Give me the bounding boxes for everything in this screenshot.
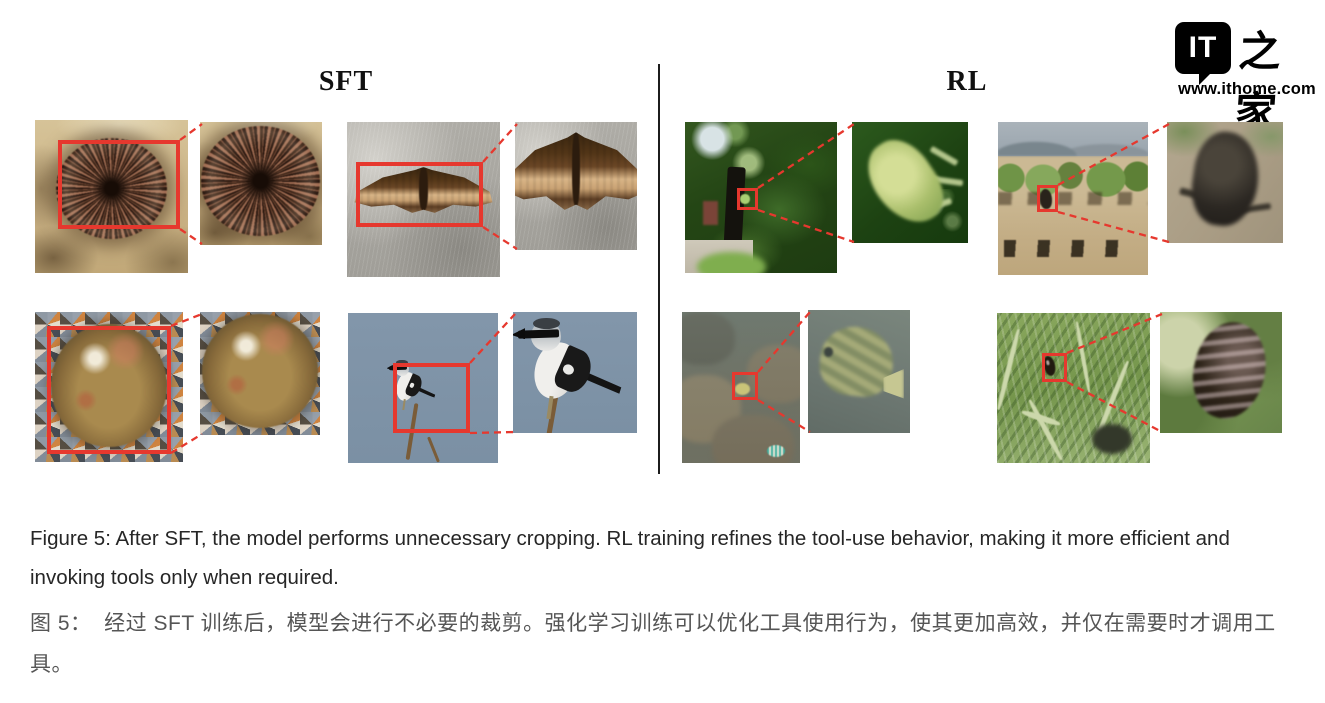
tiny-fish-dot: [735, 382, 751, 396]
rl-leaf-original-image: [685, 122, 837, 273]
twig-shape: [427, 436, 440, 463]
striped-fish-dot: [766, 444, 785, 457]
rl-insect-crop-image: [852, 122, 968, 243]
rl-fish-bounding-box: [732, 372, 758, 400]
sft-moth-original-image: [347, 122, 500, 277]
rl-column-title: RL: [946, 66, 988, 97]
figure-caption-zh-line2: 具。: [30, 653, 73, 676]
grass-blade: [1027, 398, 1064, 461]
grass-blade: [997, 328, 1021, 410]
blurry-bird-shape: [1186, 127, 1264, 231]
sft-bird-crop-image: [513, 312, 637, 433]
sft-column-title: SFT: [318, 66, 374, 97]
rl-beetle-crop-image: [1160, 312, 1282, 433]
dark-soil-patch: [1091, 424, 1132, 454]
shell-shape: [51, 324, 167, 447]
figure-caption-zh-line1: 图 5： 经过 SFT 训练后，模型会进行不必要的裁剪。强化学习训练可以优化工具…: [30, 612, 1276, 635]
grass-blade: [1074, 320, 1092, 393]
ground-shadow-band: [998, 192, 1148, 205]
rl-desert-bird-bounding-box: [1037, 185, 1058, 212]
sft-urchin-crop-image: [200, 122, 322, 245]
sft-shell-bounding-box: [47, 326, 171, 454]
speech-bubble-tail-icon: [1199, 72, 1212, 85]
insect-leg-shape: [929, 146, 959, 167]
fish-eye-dot: [824, 346, 834, 357]
sft-bird-bounding-box: [393, 363, 470, 433]
ithome-url-text: www.ithome.com: [1178, 80, 1316, 98]
blurry-beetle-shape: [1183, 314, 1276, 426]
sft-shell-original-image: [35, 312, 183, 462]
sft-urchin-bounding-box: [58, 140, 180, 229]
shrike-bird-shape: [513, 314, 624, 428]
moth-shape: [515, 132, 637, 210]
figure-caption-en-line2: invoking tools only when required.: [30, 566, 339, 589]
rl-beetle-bounding-box: [1042, 353, 1067, 382]
sft-shell-crop-image: [200, 312, 320, 435]
fish-tail-shape: [883, 369, 904, 399]
rl-desert-bird-crop-image: [1167, 122, 1283, 243]
rl-grass-original-image: [997, 313, 1150, 463]
sft-moth-bounding-box: [356, 162, 483, 227]
column-divider: [658, 64, 660, 474]
background-wall-patch: [703, 200, 719, 225]
rl-fish-crop-image: [808, 310, 910, 433]
ithome-logo-bubble-icon: IT: [1175, 22, 1231, 85]
rl-desert-original-image: [998, 122, 1148, 275]
ithome-logo-it-text: IT: [1188, 31, 1218, 64]
ground-debris: [1004, 239, 1124, 257]
sft-moth-crop-image: [515, 122, 637, 250]
rock-shape: [682, 312, 736, 365]
tiny-insect-dot: [740, 193, 750, 204]
shell-shape: [202, 314, 318, 428]
rl-insect-bounding-box: [737, 188, 758, 210]
figure-caption-en-line1: Figure 5: After SFT, the model performs …: [30, 527, 1230, 550]
sea-urchin-shape: [201, 125, 320, 237]
sea-urchin-shape: [56, 138, 167, 240]
lawn-patch: [697, 251, 766, 273]
tiny-bird-dot: [1040, 189, 1052, 210]
